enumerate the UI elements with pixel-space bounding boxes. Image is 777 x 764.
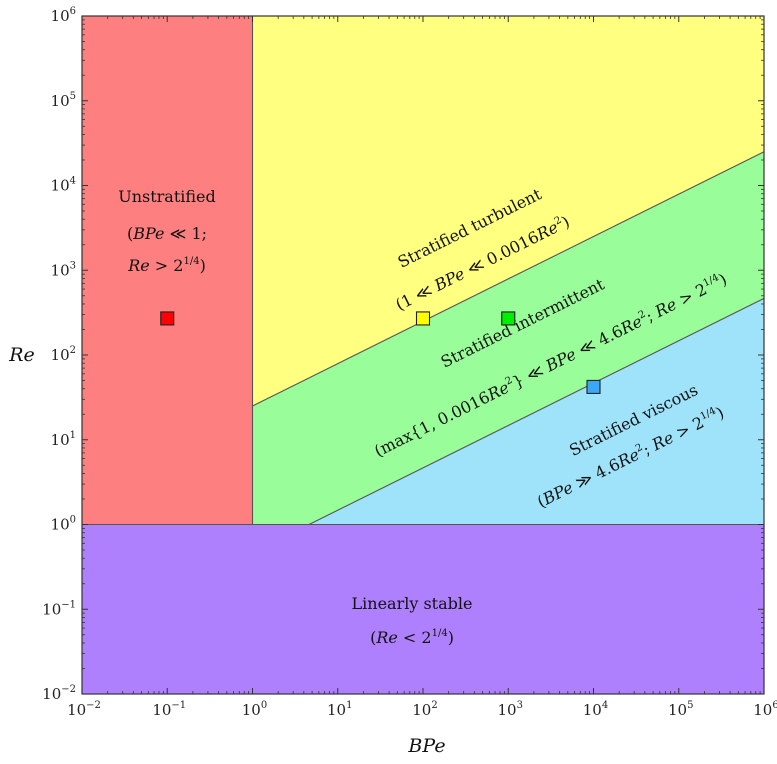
y-tick-label: 100	[51, 515, 76, 534]
turbulent-marker	[415, 311, 431, 326]
axis-ticks	[81, 15, 765, 695]
y-tick-label: 105	[51, 91, 76, 110]
unstratified-marker	[160, 311, 175, 326]
region-unstratified	[82, 16, 253, 525]
region-linearly-stable	[82, 524, 764, 694]
y-tick-label: 102	[51, 345, 76, 364]
label-linearly-stable-condition: (Re < 21/4)	[370, 628, 454, 647]
x-tick-label: 106	[753, 700, 777, 719]
boundary-turbulent-intermittent	[252, 151, 765, 407]
boundary-intermittent-viscous	[308, 297, 765, 525]
x-tick-label: 105	[668, 700, 693, 719]
y-tick-label: 10−1	[42, 599, 76, 618]
regime-boundaries	[82, 16, 765, 526]
label-linearly-stable-title: Linearly stable	[352, 594, 473, 613]
x-tick-label: 10−1	[152, 700, 186, 719]
label-unstratified-condition-2: Re > 21/4)	[127, 256, 206, 275]
regime-regions	[82, 16, 764, 694]
intermittent-marker	[501, 311, 516, 326]
label-unstratified-condition-1: (BPe ≪ 1;	[127, 224, 207, 243]
x-axis-label: BPe	[407, 735, 445, 757]
viscous-marker	[586, 379, 601, 394]
x-tick-label: 10−2	[67, 700, 101, 719]
y-tick-label: 104	[51, 176, 76, 195]
y-axis-label: Re	[8, 344, 35, 366]
axis-tick-labels: 10−2 10−1 100 101 102 103 104 105 106 10−2 10−1 100…	[42, 6, 777, 719]
region-stratified-intermittent	[252, 151, 764, 525]
x-tick-label: 104	[583, 700, 608, 719]
x-tick-label: 100	[242, 700, 267, 719]
label-unstratified-title: Unstratified	[118, 187, 216, 206]
y-tick-label: 103	[51, 260, 76, 279]
y-tick-label: 101	[51, 430, 76, 449]
y-tick-label: 106	[51, 6, 76, 25]
region-stratified-turbulent	[252, 16, 764, 407]
x-tick-label: 103	[498, 700, 523, 719]
x-tick-label: 102	[412, 700, 437, 719]
x-tick-label: 101	[327, 700, 352, 719]
y-tick-label: 10−2	[42, 684, 76, 703]
regime-markers	[160, 311, 601, 394]
